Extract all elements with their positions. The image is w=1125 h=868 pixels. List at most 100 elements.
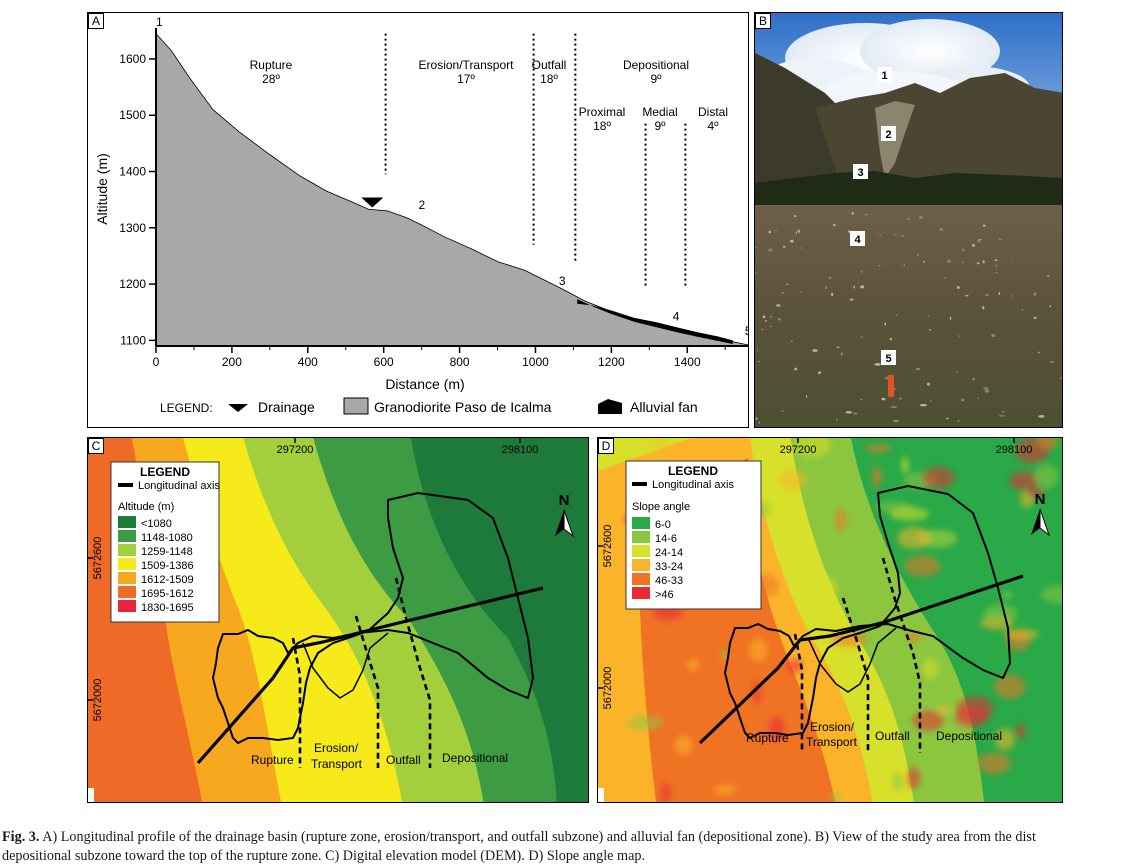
zone-outfall-name: Outfall <box>532 58 567 72</box>
dem-legend-class-swatch <box>118 600 136 612</box>
map-c-x-coord-2: 298100 <box>502 444 539 456</box>
channel-line-d <box>807 627 897 693</box>
profile-point-label: 4 <box>673 309 680 323</box>
slope-legend-class-swatch <box>632 573 650 585</box>
photo-marker-3: 3 <box>857 167 863 179</box>
dem-legend-class-label: 1148-1080 <box>141 532 193 544</box>
map-d-zone-transport: Transport <box>806 735 858 749</box>
map-c-legend: LEGEND Longitudinal axis Altitude (m) <1… <box>110 461 220 623</box>
y-tick-label: 1500 <box>119 108 146 122</box>
map-d-legend-title: LEGEND <box>668 464 718 478</box>
slope-legend-class-label: 14-6 <box>655 533 677 545</box>
dem-map: Rupture Erosion/ Transport Outfall Depos… <box>88 438 588 802</box>
panel-d-slope-map: Rupture Erosion/ Transport Outfall Depos… <box>597 437 1063 803</box>
zone-erosion-angle: 17º <box>457 72 475 86</box>
caption-line-1: A) Longitudinal profile of the drainage … <box>42 829 1036 845</box>
map-c-y-coord-2: 5672000 <box>92 679 104 722</box>
panel-a-profile: A 1 2 3 4 5 0 200 400 600 800 1000 1200 1400 1100 120… <box>87 12 749 428</box>
drainage-marker-icon <box>361 197 384 208</box>
y-axis-label: Altitude (m) <box>94 153 110 225</box>
photo-markers: 1 2 3 4 5 <box>850 67 896 365</box>
map-c-north-arrow-icon <box>555 510 564 536</box>
meadow <box>755 205 1062 427</box>
zone-divider-rupture-d <box>793 633 804 753</box>
profile-point-label: 2 <box>418 198 425 212</box>
slope-legend-class-label: 6-0 <box>655 519 671 531</box>
legend-granodiorite-label: Granodiorite Paso de Icalma <box>374 399 552 415</box>
panel-b-photo: 1 2 3 4 5 B <box>754 12 1063 428</box>
map-d-north-arrow-icon <box>1031 509 1040 535</box>
slope-map: Rupture Erosion/ Transport Outfall Depos… <box>598 438 1062 802</box>
profile-legend-title: LEGEND: <box>160 401 213 415</box>
map-c-zone-depositional: Depositional <box>442 751 508 765</box>
dem-legend-class-label: 1830-1695 <box>141 602 194 614</box>
map-d-north-label: N <box>1035 491 1046 508</box>
meadow-stones <box>755 211 1062 424</box>
zone-rupture-name: Rupture <box>250 58 293 72</box>
zone-divider-erosion <box>354 615 380 768</box>
map-c-zone-rupture: Rupture <box>251 753 294 767</box>
slope-legend-class-swatch <box>632 559 650 571</box>
map-d-zone-depositional: Depositional <box>936 729 1002 743</box>
field-photo: 1 2 3 4 5 <box>755 13 1062 427</box>
map-d-zone-rupture: Rupture <box>746 731 789 745</box>
granodiorite-legend-swatch <box>343 397 369 415</box>
photo-marker-4: 4 <box>854 234 861 246</box>
zone-divider-outfall <box>394 577 432 768</box>
panel-b-label: B <box>755 13 771 29</box>
legend-drainage-label: Drainage <box>258 399 315 415</box>
drainage-legend-icon <box>228 404 248 412</box>
map-c-legend-title: LEGEND <box>140 465 190 479</box>
basin-outline-d <box>723 484 1012 740</box>
mountain-center <box>815 73 1062 198</box>
profile-chart: 1 2 3 4 5 0 200 400 600 800 1000 1200 1400 1100 1200 1… <box>94 15 748 415</box>
panel-c-label: C <box>88 438 104 454</box>
forest-band <box>755 171 1062 213</box>
x-tick-label: 1400 <box>674 355 701 369</box>
slope-legend-class-label: 24-14 <box>655 547 683 559</box>
map-c-x-coord-1: 297200 <box>277 444 314 456</box>
map-d-zone-erosion: Erosion/ <box>810 720 855 734</box>
slope-legend-class-swatch <box>632 531 650 543</box>
x-tick-label: 800 <box>450 355 470 369</box>
zone-outfall-angle: 18º <box>540 72 558 86</box>
map-d-legend-axis-label: Longitudinal axis <box>652 479 734 491</box>
map-d-legend: LEGEND Longitudinal axis Slope angle 6-0… <box>625 460 762 610</box>
slope-legend-class-swatch <box>632 517 650 529</box>
map-c-zone-erosion: Erosion/ <box>314 741 359 755</box>
photo-marker-1: 1 <box>881 70 887 82</box>
caption-line-2: depositional subzone toward the top of t… <box>2 848 646 864</box>
map-c-y-coord-1: 5672600 <box>92 537 104 580</box>
zone-divider-erosion-d <box>841 597 870 753</box>
subzone-proximal-angle: 18º <box>593 119 611 133</box>
y-tick-label: 1300 <box>119 221 146 235</box>
dem-legend-class-label: <1080 <box>141 518 172 530</box>
panel-a-label: A <box>88 13 104 29</box>
longitudinal-axis-line-d <box>698 574 1024 745</box>
map-c-legend-scale-title: Altitude (m) <box>118 501 174 513</box>
basin-outline <box>211 491 535 745</box>
zone-erosion-name: Erosion/Transport <box>419 58 515 72</box>
dem-legend-class-label: 1509-1386 <box>141 560 194 572</box>
slope-legend-class-swatch <box>632 587 650 599</box>
panel-d-label: D <box>598 438 614 454</box>
panel-c-dem-map: Rupture Erosion/ Transport Outfall Depos… <box>87 437 589 803</box>
dem-legend-class-swatch <box>118 572 136 584</box>
x-axis-label: Distance (m) <box>385 376 464 392</box>
subzone-distal-angle: 4º <box>707 119 719 133</box>
map-d-y-coord-2: 5672000 <box>602 667 614 710</box>
caption-fig-number: Fig. 3. <box>2 829 40 845</box>
slope-legend-class-label: >46 <box>655 589 674 601</box>
longitudinal-axis-line <box>196 586 544 765</box>
photo-marker-5: 5 <box>885 353 891 365</box>
x-tick-label: 1000 <box>522 355 549 369</box>
alluvial-fan-area <box>577 299 733 344</box>
alluvial-fan-legend-swatch <box>598 399 622 414</box>
dem-legend-class-swatch <box>118 544 136 556</box>
dem-legend-class-label: 1695-1612 <box>141 588 194 600</box>
x-tick-label: 1200 <box>598 355 625 369</box>
slope-legend-class-swatch <box>632 545 650 557</box>
map-c-zone-outfall: Outfall <box>386 753 421 767</box>
zone-depositional-angle: 9º <box>650 72 662 86</box>
dem-legend-class-swatch <box>118 558 136 570</box>
